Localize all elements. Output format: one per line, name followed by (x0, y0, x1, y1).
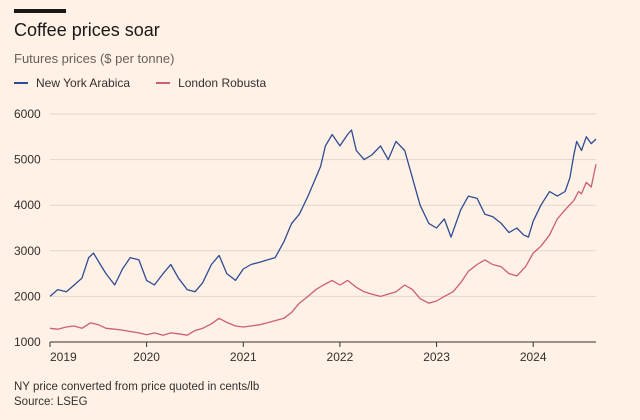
legend: New York Arabica London Robusta (14, 76, 292, 90)
brand-bar (14, 9, 66, 13)
y-tick-label-4000: 4000 (14, 198, 41, 212)
series-line-arabica (49, 129, 597, 297)
y-tick-label-3000: 3000 (14, 244, 41, 258)
legend-swatch-robusta (156, 82, 171, 84)
x-tick-label-2022: 2022 (327, 350, 354, 364)
conversion-note: NY price converted from price quoted in … (14, 381, 260, 393)
y-tick-label-6000: 6000 (14, 107, 41, 121)
footnotes: NY price converted from price quoted in … (14, 380, 259, 410)
chart-title: Coffee prices soar (14, 20, 160, 40)
chart-subtitle: Futures prices ($ per tonne) (14, 51, 175, 66)
x-tick-label-2019: 2019 (50, 350, 77, 364)
x-tick-label-2020: 2020 (133, 350, 160, 364)
x-tick-label-2023: 2023 (423, 350, 450, 364)
legend-item-arabica: New York Arabica (14, 76, 130, 90)
series-line-robusta (49, 164, 597, 336)
legend-label-robusta: London Robusta (178, 76, 267, 90)
legend-swatch-arabica (14, 82, 28, 84)
y-tick-label-1000: 1000 (14, 335, 41, 349)
legend-label-arabica: New York Arabica (36, 76, 131, 90)
x-tick-label-2021: 2021 (230, 350, 257, 364)
source-note: Source: LSEG (14, 396, 88, 408)
legend-item-robusta: London Robusta (156, 76, 266, 90)
x-tick-label-2024: 2024 (520, 350, 547, 364)
y-tick-label-5000: 5000 (14, 153, 41, 167)
y-tick-label-2000: 2000 (14, 289, 41, 303)
